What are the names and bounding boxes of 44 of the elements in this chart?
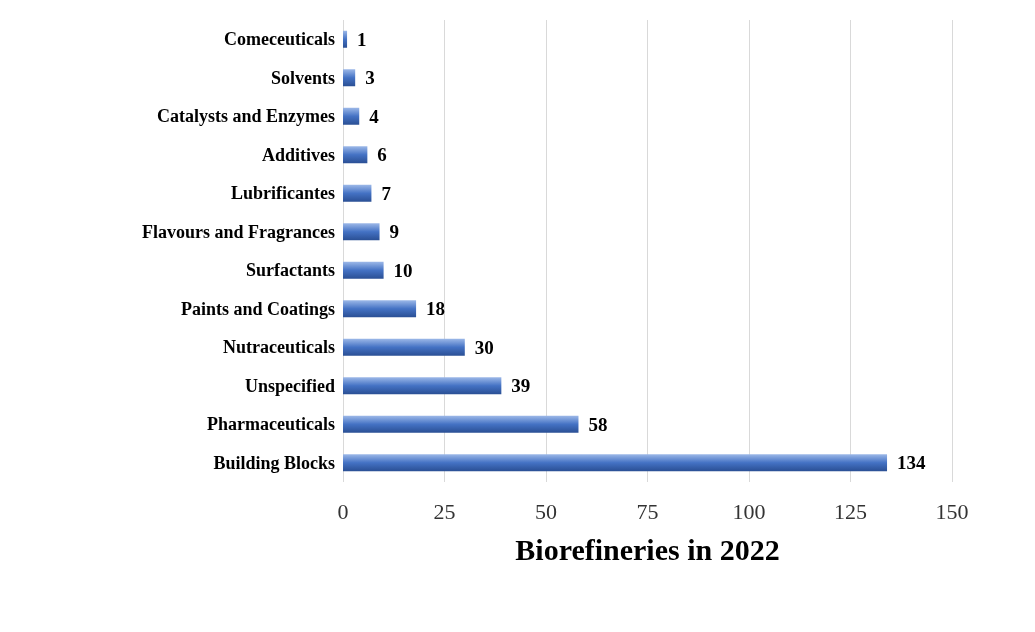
- y-tick-label: Solvents: [270, 67, 335, 88]
- data-label: 7: [381, 182, 392, 204]
- bar: [343, 377, 502, 395]
- y-tick-label: Catalysts and Enzymes: [156, 106, 335, 127]
- bar: [343, 261, 384, 279]
- y-tick-label: Nutraceuticals: [223, 337, 335, 358]
- data-label: 58: [588, 413, 608, 435]
- y-tick-label: Additives: [261, 144, 335, 165]
- bar: [343, 223, 380, 241]
- x-tick-label: 100: [732, 498, 766, 524]
- x-tick-label: 0: [337, 498, 349, 524]
- bar: [343, 338, 465, 356]
- y-tick-label: Unspecified: [245, 375, 335, 396]
- x-axis-title: Biorefineries in 2022: [515, 532, 780, 566]
- x-tick-label: 125: [834, 498, 867, 524]
- data-label: 30: [474, 336, 494, 358]
- bar: [343, 184, 372, 202]
- data-label: 1: [357, 28, 367, 50]
- data-label: 10: [393, 259, 413, 281]
- x-tick-label: 150: [935, 498, 969, 524]
- bar: [343, 454, 888, 472]
- y-tick-label: Flavours and Fragrances: [142, 221, 335, 242]
- data-label: 6: [377, 144, 387, 166]
- bar: [343, 300, 417, 318]
- y-tick-label: Pharmaceuticals: [207, 414, 335, 435]
- bar: [343, 415, 579, 433]
- data-label: 39: [511, 375, 531, 397]
- bar: [343, 146, 368, 164]
- data-label: 3: [365, 67, 375, 89]
- bar: [343, 30, 348, 48]
- y-tick-label: Lubrificantes: [230, 183, 335, 204]
- x-tick-label: 50: [535, 498, 557, 524]
- x-tick-label: 75: [636, 498, 659, 524]
- y-tick-label: Comeceuticals: [224, 29, 335, 50]
- data-label: 9: [389, 221, 400, 243]
- data-label: 134: [897, 452, 927, 474]
- y-tick-label: Paints and Coatings: [180, 298, 335, 319]
- x-tick-label: 25: [433, 498, 456, 524]
- y-tick-label: Surfactants: [246, 260, 335, 281]
- data-label: 4: [369, 105, 380, 127]
- bar: [343, 107, 360, 125]
- bar: [343, 69, 356, 87]
- y-tick-label: Building Blocks: [213, 452, 335, 473]
- data-label: 18: [426, 298, 446, 320]
